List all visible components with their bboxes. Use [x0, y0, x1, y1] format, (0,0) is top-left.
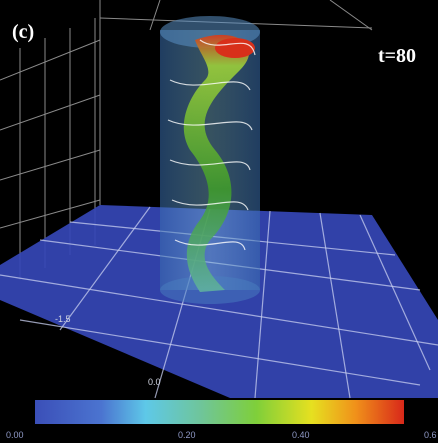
vortex-column — [160, 16, 260, 304]
page: {"panel_label": "(c)", "time_label": "t=… — [0, 0, 438, 443]
colorbar — [35, 400, 404, 424]
colorbar-tick-label: 0.00 — [6, 430, 24, 440]
colorbar-tick-label: 0.40 — [292, 430, 310, 440]
time-label: t=80 — [378, 45, 416, 67]
axis-label: 0.0 — [148, 377, 161, 387]
panel-label: (c) — [12, 21, 34, 43]
axis-label: -1.5 — [55, 314, 71, 324]
hot-spot — [215, 38, 255, 58]
colorbar-tick-label: 0.20 — [178, 430, 196, 440]
figure: (c) t=80 -1.5 0.0 0.00 0.20 0.40 0.6 — [0, 0, 438, 443]
colorbar-tick-label: 0.6 — [424, 430, 437, 440]
